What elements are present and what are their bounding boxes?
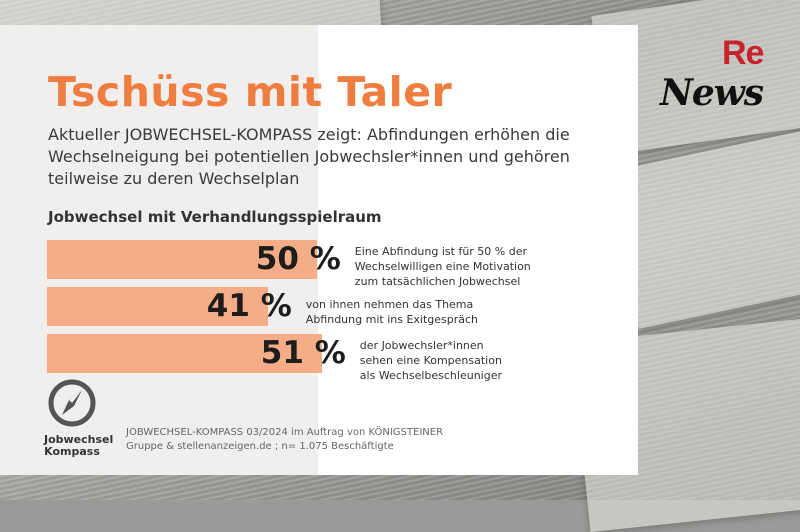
- jobwechsel-kompass-logo: Jobwechsel Kompass: [44, 378, 114, 458]
- bar-2: [47, 287, 268, 326]
- brand-re: Re: [722, 34, 764, 72]
- subtitle: Aktueller JOBWECHSEL-KOMPASS zeigt: Abfi…: [48, 125, 570, 188]
- page-title: Tschüss mit Taler: [48, 68, 453, 116]
- chart-heading: Jobwechsel mit Verhandlungsspielraum: [48, 208, 382, 226]
- renews-logo: Re News: [656, 34, 776, 124]
- source-note: JOBWECHSEL-KOMPASS 03/2024 im Auftrag vo…: [126, 427, 444, 452]
- bar-note-1: Eine Abfindung ist für 50 % der Wechselw…: [354, 245, 531, 288]
- bar-note-3: der Jobwechsler*innen sehen eine Kompens…: [359, 339, 502, 382]
- bar-value-label-3: 51 %: [260, 335, 346, 371]
- bar-3: [47, 334, 322, 373]
- bar-1: [47, 240, 317, 279]
- compass-icon: [48, 379, 96, 427]
- bar-value-label-1: 50 %: [255, 241, 341, 277]
- brand-news: News: [660, 72, 764, 114]
- logo-label: Jobwechsel Kompass: [44, 433, 114, 458]
- bar-value-label-2: 41 %: [206, 288, 292, 324]
- bar-note-2: von ihnen nehmen das Thema Abfindung mit…: [305, 298, 479, 326]
- infographic-card: [0, 25, 638, 475]
